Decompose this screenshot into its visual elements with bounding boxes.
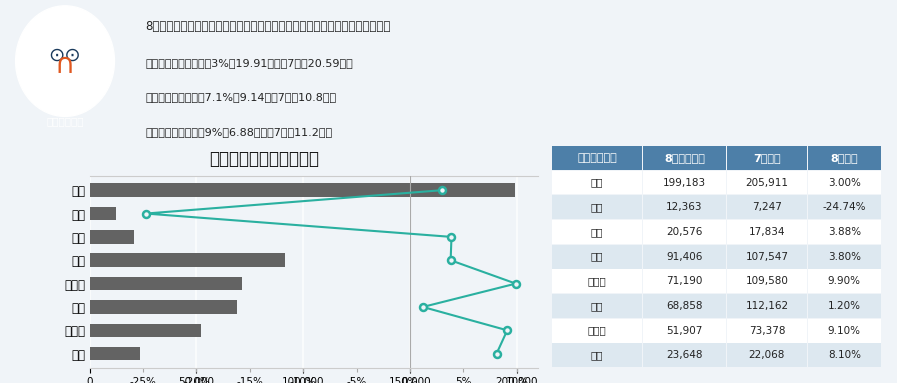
FancyBboxPatch shape bbox=[727, 146, 806, 170]
FancyBboxPatch shape bbox=[643, 294, 726, 318]
Text: 法国: 法国 bbox=[591, 252, 604, 262]
Text: 8月汽车销量: 8月汽车销量 bbox=[664, 153, 705, 163]
FancyBboxPatch shape bbox=[553, 146, 641, 170]
Text: 107,547: 107,547 bbox=[745, 252, 788, 262]
Text: 12,363: 12,363 bbox=[666, 202, 702, 212]
FancyBboxPatch shape bbox=[727, 294, 806, 318]
Text: 9.90%: 9.90% bbox=[828, 276, 861, 286]
FancyBboxPatch shape bbox=[643, 245, 726, 268]
Text: 7,247: 7,247 bbox=[752, 202, 782, 212]
FancyBboxPatch shape bbox=[553, 294, 641, 318]
Text: 欧洲主要国家: 欧洲主要国家 bbox=[577, 153, 617, 163]
FancyBboxPatch shape bbox=[808, 171, 881, 195]
FancyBboxPatch shape bbox=[643, 344, 726, 367]
FancyBboxPatch shape bbox=[727, 319, 806, 342]
FancyBboxPatch shape bbox=[808, 245, 881, 268]
FancyBboxPatch shape bbox=[643, 195, 726, 219]
FancyBboxPatch shape bbox=[643, 319, 726, 342]
Text: 199,183: 199,183 bbox=[663, 178, 706, 188]
Text: 73,378: 73,378 bbox=[749, 326, 785, 336]
FancyBboxPatch shape bbox=[808, 146, 881, 170]
Bar bbox=[90, 324, 201, 337]
FancyBboxPatch shape bbox=[553, 245, 641, 268]
Text: 23,648: 23,648 bbox=[666, 350, 702, 360]
Text: 英国: 英国 bbox=[591, 301, 604, 311]
Text: 9.10%: 9.10% bbox=[828, 326, 861, 336]
FancyBboxPatch shape bbox=[808, 269, 881, 293]
Text: 8.10%: 8.10% bbox=[828, 350, 861, 360]
FancyBboxPatch shape bbox=[808, 294, 881, 318]
FancyBboxPatch shape bbox=[727, 220, 806, 244]
FancyBboxPatch shape bbox=[808, 344, 881, 367]
FancyBboxPatch shape bbox=[808, 220, 881, 244]
Text: 51,907: 51,907 bbox=[666, 326, 702, 336]
Bar bbox=[90, 254, 285, 267]
Text: 109,580: 109,580 bbox=[745, 276, 788, 286]
Text: 17,834: 17,834 bbox=[749, 227, 785, 237]
Bar bbox=[90, 277, 241, 290]
Text: 意大利: 意大利 bbox=[588, 276, 606, 286]
Text: 乘用车销量同比下降9%至6.88万台，7月是11.2万辆: 乘用车销量同比下降9%至6.88万台，7月是11.2万辆 bbox=[145, 128, 333, 137]
Text: 瑞典: 瑞典 bbox=[591, 227, 604, 237]
Text: ∩: ∩ bbox=[55, 51, 75, 80]
Text: 8月初在高温季，欧洲的汽车消费，出现了环比下降，但是同比消费上涨的情况: 8月初在高温季，欧洲的汽车消费，出现了环比下降，但是同比消费上涨的情况 bbox=[145, 20, 391, 33]
Text: 3.88%: 3.88% bbox=[828, 227, 861, 237]
Text: 20,576: 20,576 bbox=[666, 227, 702, 237]
Text: 月乘用车销量同比上升3%至19.91万台，7月是20.59万辆: 月乘用车销量同比上升3%至19.91万台，7月是20.59万辆 bbox=[145, 57, 353, 67]
FancyBboxPatch shape bbox=[727, 344, 806, 367]
FancyBboxPatch shape bbox=[727, 195, 806, 219]
Text: 主要欧洲国家的汽车销售: 主要欧洲国家的汽车销售 bbox=[210, 150, 319, 168]
Text: 91,406: 91,406 bbox=[666, 252, 702, 262]
FancyBboxPatch shape bbox=[553, 220, 641, 244]
FancyBboxPatch shape bbox=[553, 171, 641, 195]
Text: 68,858: 68,858 bbox=[666, 301, 702, 311]
FancyBboxPatch shape bbox=[553, 344, 641, 367]
Bar bbox=[90, 347, 140, 360]
Text: 西班牙: 西班牙 bbox=[588, 326, 606, 336]
FancyBboxPatch shape bbox=[808, 195, 881, 219]
Text: 荷兰: 荷兰 bbox=[591, 350, 604, 360]
FancyBboxPatch shape bbox=[727, 245, 806, 268]
FancyBboxPatch shape bbox=[553, 319, 641, 342]
Text: 71,190: 71,190 bbox=[666, 276, 702, 286]
Text: 205,911: 205,911 bbox=[745, 178, 788, 188]
Text: 1.20%: 1.20% bbox=[828, 301, 861, 311]
FancyBboxPatch shape bbox=[808, 319, 881, 342]
Text: ⊙⊙: ⊙⊙ bbox=[48, 46, 82, 65]
Text: -24.74%: -24.74% bbox=[823, 202, 866, 212]
FancyBboxPatch shape bbox=[643, 171, 726, 195]
Bar bbox=[90, 300, 237, 314]
Text: 7月销量: 7月销量 bbox=[753, 153, 780, 163]
Bar bbox=[90, 183, 515, 197]
FancyBboxPatch shape bbox=[643, 220, 726, 244]
Bar bbox=[90, 230, 134, 244]
Bar bbox=[90, 207, 116, 220]
Text: 汽车电子设计: 汽车电子设计 bbox=[47, 116, 83, 126]
Text: 3.80%: 3.80% bbox=[828, 252, 861, 262]
FancyBboxPatch shape bbox=[643, 269, 726, 293]
FancyBboxPatch shape bbox=[727, 171, 806, 195]
FancyBboxPatch shape bbox=[727, 269, 806, 293]
FancyBboxPatch shape bbox=[553, 269, 641, 293]
Text: 德国: 德国 bbox=[591, 178, 604, 188]
Text: 乘用车销量同比下降7.1%至9.14万，7月是10.8万辆: 乘用车销量同比下降7.1%至9.14万，7月是10.8万辆 bbox=[145, 93, 336, 103]
Text: 8月同比: 8月同比 bbox=[831, 153, 858, 163]
FancyBboxPatch shape bbox=[643, 146, 726, 170]
Text: 挪威: 挪威 bbox=[591, 202, 604, 212]
FancyBboxPatch shape bbox=[553, 195, 641, 219]
Text: 112,162: 112,162 bbox=[745, 301, 788, 311]
Text: 22,068: 22,068 bbox=[749, 350, 785, 360]
Text: 3.00%: 3.00% bbox=[828, 178, 861, 188]
Circle shape bbox=[15, 6, 115, 116]
